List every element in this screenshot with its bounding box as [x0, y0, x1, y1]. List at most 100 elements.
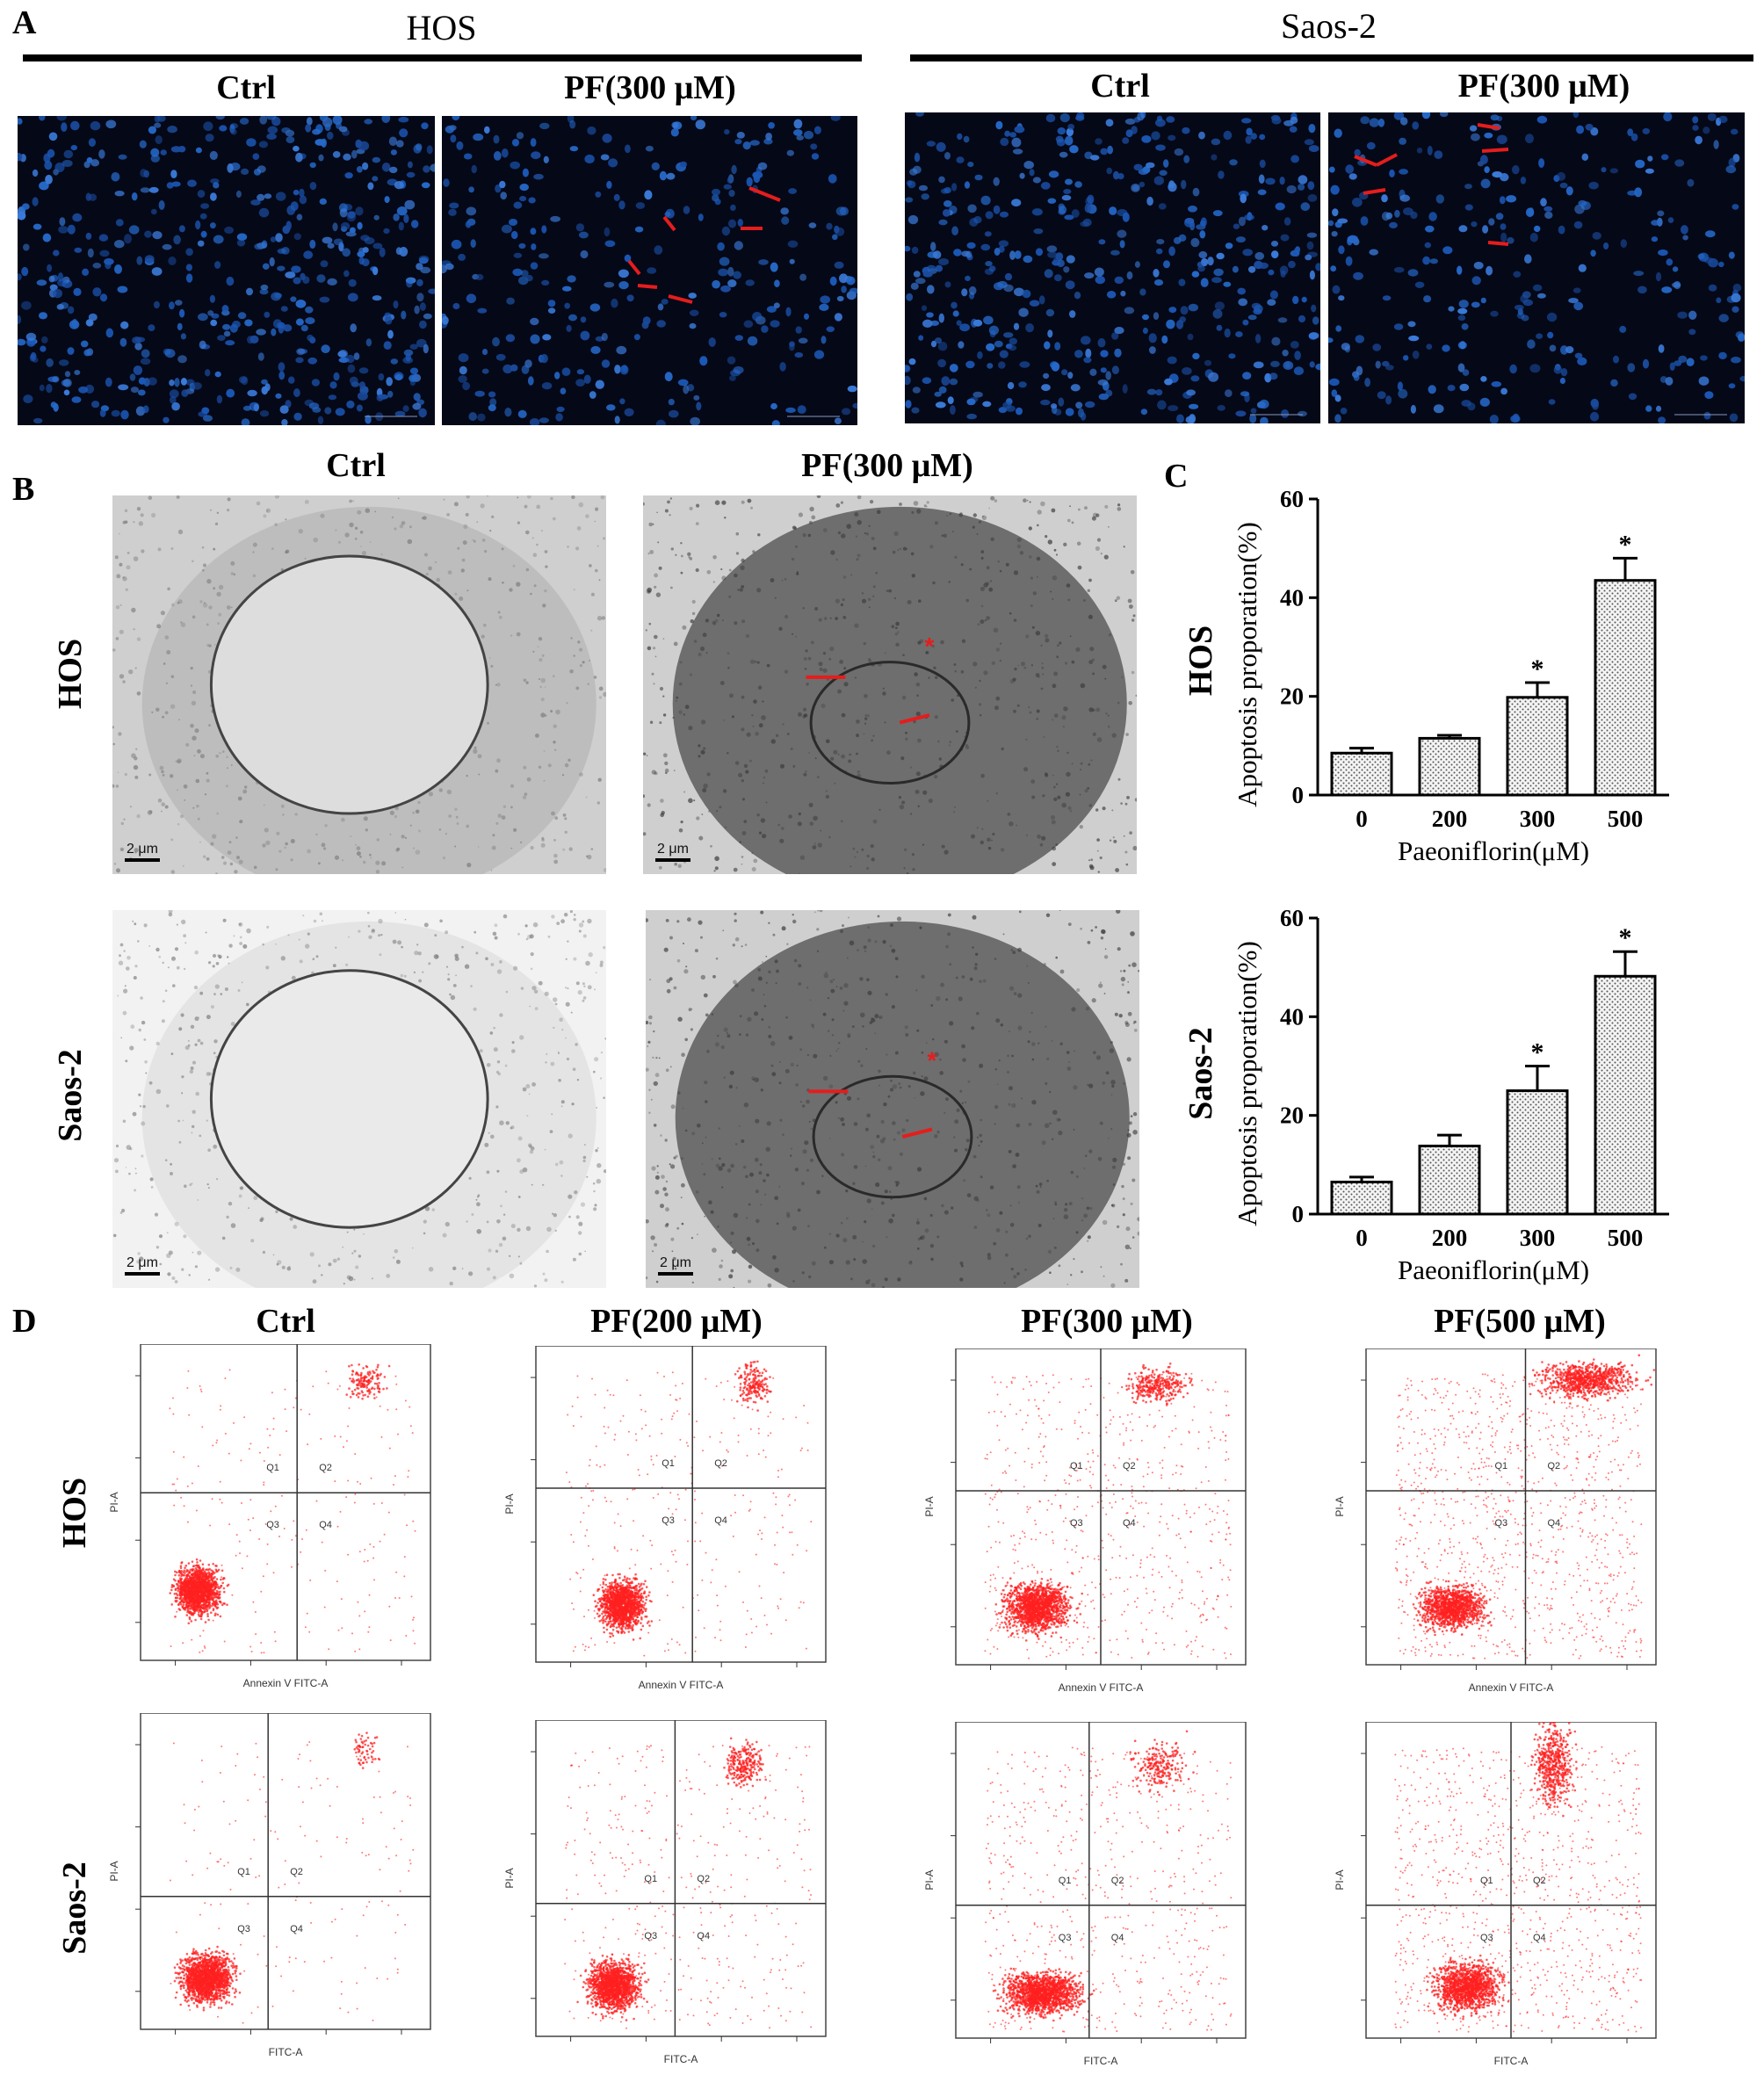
saos-apoptosis-bar-chart: 0 20 40 60 0 200 * 300 * 500 Paeoniflorin(μM) Apopt…	[1232, 905, 1669, 1285]
y-tick-label: 20	[1280, 1103, 1304, 1129]
nuclei-group	[1328, 112, 1745, 423]
event-dots	[564, 1737, 813, 2029]
event-dots	[1394, 1722, 1643, 2033]
event-dots	[169, 1732, 415, 2024]
plot-frame	[140, 1713, 431, 2030]
panel-c-letter: C	[1164, 457, 1188, 495]
x-tick-label: 0	[1356, 806, 1368, 832]
saos-ctrl-tem-image: 2 μm	[112, 910, 606, 1288]
saos-pf500-flow-plot: Q1 Q2 Q3 Q4 FITC-A PI-A	[1334, 1722, 1657, 2067]
red-arrow-marker	[668, 294, 693, 304]
nucleus	[209, 554, 489, 815]
quadrant-label: Q1	[644, 1874, 657, 1884]
panel-a-saos-title: Saos-2	[905, 5, 1753, 47]
scale-bar-label: 2 μm	[657, 842, 689, 857]
quadrant-label: Q4	[1123, 1518, 1136, 1529]
red-arrow-marker	[899, 713, 930, 725]
hos-ctrl-fluorescence-image	[18, 116, 435, 425]
quadrant-label: Q1	[237, 1867, 250, 1877]
nucleus	[209, 969, 489, 1229]
quadrant-label: Q2	[697, 1874, 710, 1884]
bar-0	[1330, 1180, 1393, 1216]
panel-c-row-saos: Saos-2	[1182, 990, 1220, 1157]
cell-body	[675, 921, 1130, 1288]
x-axis-label: FITC-A	[269, 2046, 303, 2058]
quadrant-label: Q2	[1123, 1461, 1136, 1471]
plot-frame	[535, 1346, 827, 1663]
nucleus	[809, 661, 971, 785]
quadrant-label: Q2	[290, 1867, 303, 1877]
event-dots	[169, 1363, 416, 1654]
quadrant-label: Q4	[290, 1924, 303, 1934]
x-axis-label: Paeoniflorin(μM)	[1398, 835, 1589, 866]
plot-frame	[955, 1722, 1247, 2039]
x-axis-label: FITC-A	[664, 2053, 698, 2065]
y-axis-label: PI-A	[1334, 1496, 1346, 1516]
bar-500	[1594, 579, 1657, 797]
nuclei-group	[442, 116, 857, 425]
saos-pf-fluorescence-image	[1328, 112, 1745, 423]
red-arrow-marker	[1487, 241, 1509, 246]
panel-b-ctrl-label: Ctrl	[110, 446, 602, 485]
red-arrow-marker	[1481, 148, 1509, 153]
red-arrow-marker	[1376, 153, 1398, 167]
event-dots	[565, 1360, 813, 1657]
event-dots	[984, 1730, 1233, 2033]
x-axis-label: Annexin V FITC-A	[639, 1679, 724, 1691]
hos-ctrl-flow-plot: Q1 Q2 Q3 Q4 Annexin V FITC-A PI-A	[108, 1344, 431, 1689]
red-arrow-marker	[1363, 188, 1386, 195]
scale-bar-label: 2 μm	[127, 1255, 158, 1270]
quadrant-label: Q4	[1548, 1518, 1561, 1529]
x-tick-label: 500	[1608, 1225, 1644, 1251]
hos-apoptosis-bar-chart: 0 20 40 60 0 200 * 300 * 500 Paeoniflorin(μM) Apopt…	[1232, 486, 1669, 866]
nucleus	[812, 1074, 973, 1199]
red-arrow-marker	[627, 259, 641, 276]
quadrant-label: Q1	[662, 1458, 675, 1469]
panel-b-row-saos: Saos-2	[51, 1008, 90, 1183]
red-star-marker: *	[927, 1047, 936, 1074]
red-arrow-marker	[1477, 123, 1500, 130]
saos-pf-tem-image: * 2 μm	[646, 910, 1139, 1288]
significance-star: *	[1531, 654, 1544, 683]
scale-bar-label: 2 μm	[127, 842, 158, 857]
x-tick-label: 300	[1520, 806, 1556, 832]
y-axis-label: PI-A	[108, 1492, 120, 1512]
quadrant-label: Q3	[644, 1931, 657, 1941]
x-tick-label: 200	[1432, 806, 1468, 832]
organelle-texture	[643, 495, 1137, 874]
y-axis-label: PI-A	[503, 1493, 516, 1514]
x-tick-label: 200	[1432, 1225, 1468, 1251]
bar-300	[1506, 696, 1569, 797]
y-tick-label: 0	[1292, 1201, 1305, 1227]
event-dots	[1394, 1354, 1656, 1659]
saos-ctrl-flow-plot: Q1 Q2 Q3 Q4 FITC-A PI-A	[108, 1713, 431, 2058]
quadrant-label: Q3	[662, 1515, 675, 1526]
hos-ctrl-tem-image: 2 μm	[112, 495, 606, 874]
y-tick-label: 40	[1280, 1003, 1304, 1030]
quadrant-label: Q1	[1070, 1461, 1083, 1471]
panel-b-row-hos: HOS	[51, 586, 90, 762]
panel-a-saos-rule	[910, 54, 1753, 61]
panel-d-col-ctrl: Ctrl	[127, 1302, 444, 1341]
y-axis-label: PI-A	[923, 1869, 936, 1890]
quadrant-label: Q1	[266, 1463, 279, 1473]
event-dots	[984, 1363, 1233, 1659]
panel-c-row-hos: HOS	[1182, 577, 1220, 744]
panel-a-hos-ctrl-label: Ctrl	[18, 69, 474, 107]
x-axis-label: Annexin V FITC-A	[243, 1677, 329, 1689]
quadrant-label: Q2	[1548, 1461, 1561, 1471]
scale-bar-label: 2 μm	[660, 1255, 691, 1270]
quadrant-label: Q3	[237, 1924, 250, 1934]
x-tick-label: 0	[1356, 1225, 1368, 1251]
saos-pf200-flow-plot: Q1 Q2 Q3 Q4 FITC-A PI-A	[503, 1720, 827, 2065]
panel-a-saos-ctrl-label: Ctrl	[905, 67, 1335, 105]
panel-d-col-pf300: PF(300 μM)	[944, 1302, 1269, 1341]
panel-a-hos-rule	[23, 54, 862, 61]
y-tick-label: 60	[1280, 905, 1304, 931]
quadrant-label: Q4	[319, 1520, 332, 1530]
significance-star: *	[1619, 923, 1632, 952]
red-arrow-marker	[1354, 155, 1377, 167]
quadrant-label: Q3	[1059, 1933, 1072, 1943]
y-axis-label: PI-A	[923, 1496, 936, 1516]
y-tick-label: 40	[1280, 584, 1304, 611]
